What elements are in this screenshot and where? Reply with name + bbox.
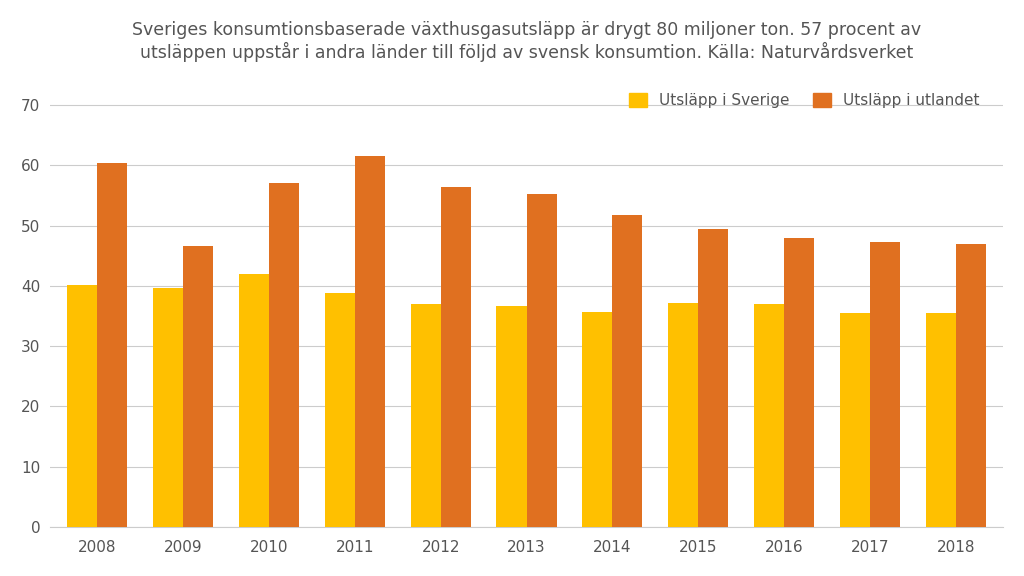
Bar <box>698 229 728 527</box>
Bar <box>754 304 784 527</box>
Bar <box>269 183 299 527</box>
Bar <box>870 242 900 527</box>
Bar <box>840 313 870 527</box>
Title: Sveriges konsumtionsbaserade växthusgasutsläpp är drygt 80 miljoner ton. 57 proc: Sveriges konsumtionsbaserade växthusgasu… <box>132 21 922 62</box>
Bar <box>153 287 183 527</box>
Legend: Utsläpp i Sverige, Utsläpp i utlandet: Utsläpp i Sverige, Utsläpp i utlandet <box>623 87 986 114</box>
Bar <box>612 215 642 527</box>
Bar <box>440 187 471 527</box>
Bar <box>784 237 814 527</box>
Bar <box>411 304 440 527</box>
Bar <box>325 293 354 527</box>
Bar <box>239 274 269 527</box>
Bar <box>97 163 127 527</box>
Bar <box>354 156 385 527</box>
Bar <box>583 312 612 527</box>
Bar <box>526 194 557 527</box>
Bar <box>956 244 986 527</box>
Bar <box>669 303 698 527</box>
Bar <box>497 306 526 527</box>
Bar <box>926 313 956 527</box>
Bar <box>68 285 97 527</box>
Bar <box>183 246 213 527</box>
